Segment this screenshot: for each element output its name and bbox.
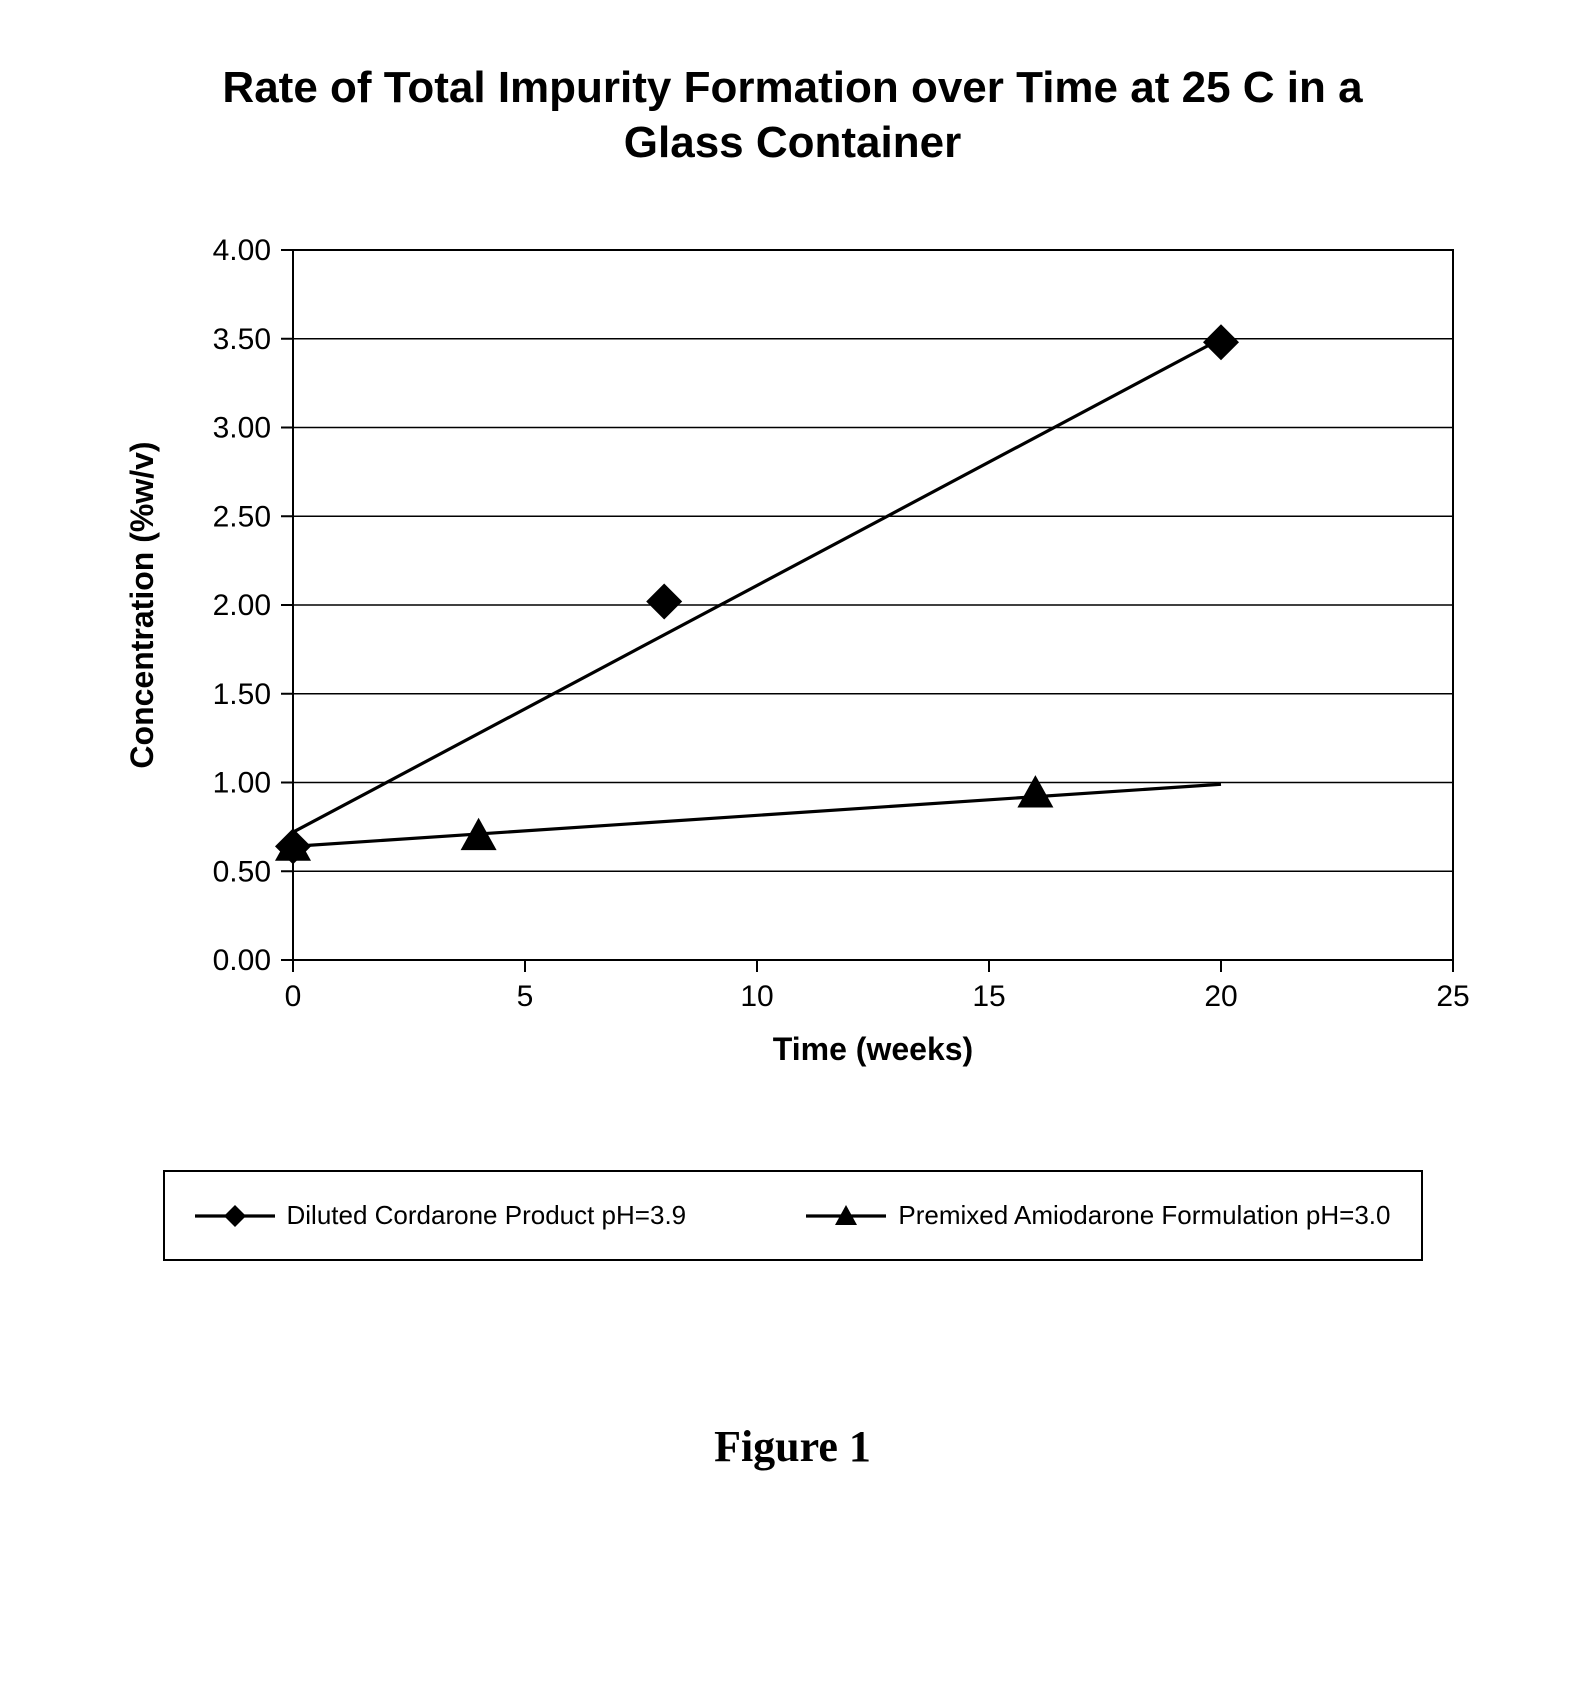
- ytick-label: 4.00: [212, 234, 270, 267]
- xtick-label: 20: [1204, 980, 1237, 1013]
- ytick-label: 0.50: [212, 855, 270, 888]
- ytick-label: 2.00: [212, 589, 270, 622]
- xtick-label: 5: [516, 980, 533, 1013]
- legend: Diluted Cordarone Product pH=3.9 Premixe…: [163, 1170, 1423, 1261]
- figure-caption: Figure 1: [80, 1421, 1505, 1472]
- legend-item-1: Premixed Amiodarone Formulation pH=3.0: [806, 1200, 1390, 1231]
- legend-label-0: Diluted Cordarone Product pH=3.9: [287, 1200, 687, 1231]
- legend-label-1: Premixed Amiodarone Formulation pH=3.0: [898, 1200, 1390, 1231]
- y-axis-label: Concentration (%w/v): [124, 441, 160, 768]
- ytick-label: 3.50: [212, 323, 270, 356]
- chart-container: 0.00 0.50 1.00 1.50 2.00 2.50 3.00 3.50 4.00 0 5 10…: [93, 210, 1493, 1110]
- x-axis-label: Time (weeks): [772, 1031, 972, 1067]
- ytick-label: 1.00: [212, 767, 270, 800]
- xtick-label: 0: [284, 980, 301, 1013]
- legend-item-0: Diluted Cordarone Product pH=3.9: [195, 1200, 687, 1231]
- page: Rate of Total Impurity Formation over Ti…: [0, 0, 1585, 1702]
- xtick-label: 15: [972, 980, 1005, 1013]
- chart-svg: 0.00 0.50 1.00 1.50 2.00 2.50 3.00 3.50 4.00 0 5 10…: [93, 210, 1493, 1110]
- ytick-label: 1.50: [212, 678, 270, 711]
- legend-swatch-0: [195, 1201, 275, 1231]
- ytick-label: 0.00: [212, 944, 270, 977]
- legend-swatch-1: [806, 1201, 886, 1231]
- ytick-label: 2.50: [212, 500, 270, 533]
- xtick-label: 25: [1436, 980, 1469, 1013]
- ytick-label: 3.00: [212, 412, 270, 445]
- chart-title: Rate of Total Impurity Formation over Ti…: [193, 60, 1393, 170]
- xtick-label: 10: [740, 980, 773, 1013]
